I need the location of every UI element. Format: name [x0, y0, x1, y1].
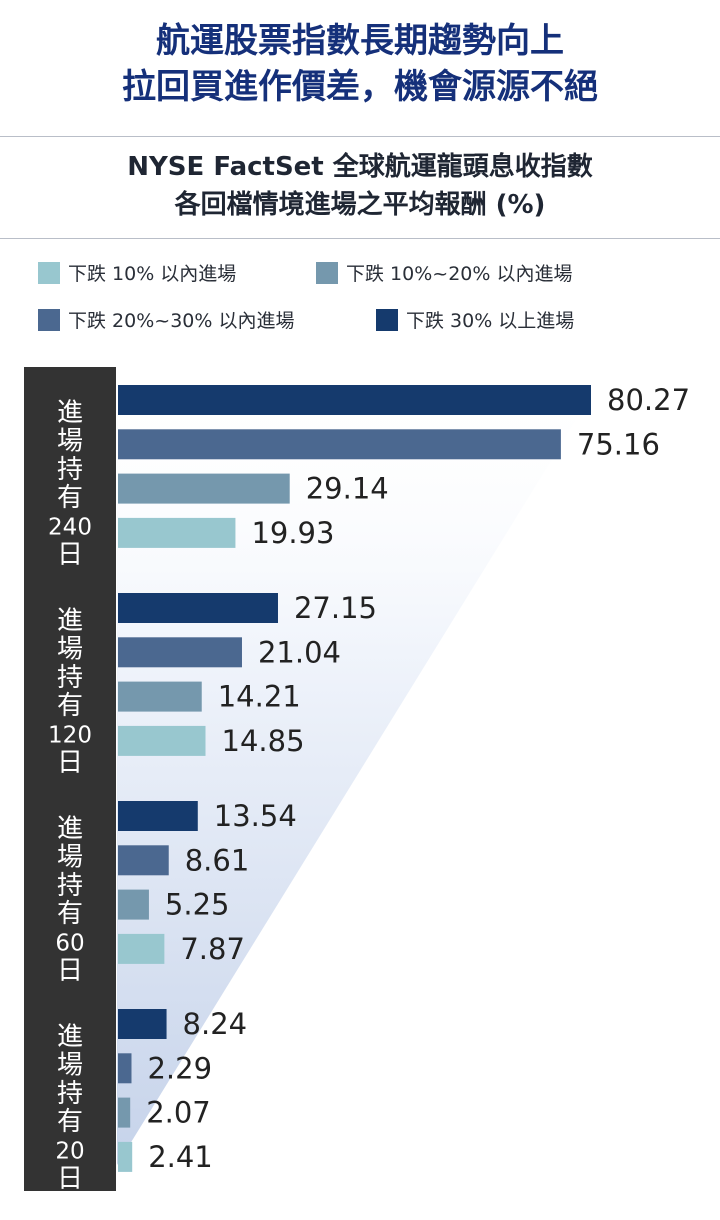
- bar-group-3-series-3: [118, 1009, 167, 1039]
- legend-item-series-1: 下跌 10%~20% 以內進場: [316, 261, 573, 286]
- group-label-0-part-4: 240: [48, 515, 92, 541]
- data-label-group-3-series-3: 8.24: [183, 1007, 248, 1041]
- group-label-1-part-5: 日: [57, 748, 83, 778]
- headline: 航運股票指數長期趨勢向上 拉回買進作價差，機會源源不絕: [0, 18, 720, 110]
- group-label-1-part-4: 120: [48, 723, 92, 749]
- legend-item-series-2: 下跌 20%~30% 以內進場: [38, 308, 295, 333]
- bar-group-3-series-1: [118, 1097, 131, 1128]
- legend-label-series-2: 下跌 20%~30% 以內進場: [68, 310, 295, 332]
- data-label-group-0-series-0: 19.93: [251, 516, 334, 550]
- group-label-1-part-2: 持: [57, 663, 83, 693]
- bar-group-1-series-1: [118, 681, 202, 712]
- group-label-1-part-1: 場: [57, 634, 83, 664]
- group-label-0-part-2: 持: [57, 455, 83, 485]
- data-label-group-1-series-2: 21.04: [258, 635, 341, 669]
- group-label-1-part-0: 進: [57, 606, 83, 636]
- group-label-2-part-0: 進: [57, 814, 83, 844]
- bars: 80.27 75.16 29.14 19.93 27.15 21.04 14.21 14.85…: [118, 383, 690, 1174]
- data-label-group-2-series-2: 8.61: [185, 843, 250, 877]
- group-label-1-part-3: 有: [57, 691, 83, 721]
- bar-group-2-series-2: [118, 845, 169, 876]
- group-label-3-part-3: 有: [57, 1107, 83, 1137]
- subtitle-divider: [0, 238, 720, 239]
- legend-item-series-3: 下跌 30% 以上進場: [376, 308, 575, 333]
- bar-group-2-series-3: [118, 801, 198, 831]
- legend-label-series-1: 下跌 10%~20% 以內進場: [346, 263, 573, 285]
- chart-title-line-1: NYSE FactSet 全球航運龍頭息收指數: [127, 152, 593, 182]
- group-label-2-part-4: 60: [55, 931, 84, 957]
- legend-item-series-0: 下跌 10% 以內進場: [38, 261, 237, 286]
- data-label-group-2-series-0: 7.87: [180, 932, 245, 966]
- group-label-3-part-2: 持: [57, 1079, 83, 1109]
- data-label-group-1-series-0: 14.85: [222, 724, 305, 758]
- data-label-group-3-series-2: 2.29: [147, 1051, 212, 1085]
- group-label-3-part-5: 日: [57, 1164, 83, 1194]
- legend-label-series-3: 下跌 30% 以上進場: [406, 310, 575, 332]
- bar-group-1-series-3: [118, 593, 278, 623]
- data-label-group-0-series-1: 29.14: [306, 472, 389, 506]
- data-label-group-1-series-3: 27.15: [294, 591, 377, 625]
- group-label-0-part-3: 有: [57, 483, 83, 513]
- group-label-2-part-1: 場: [57, 842, 83, 872]
- data-label-group-3-series-1: 2.07: [146, 1096, 211, 1130]
- data-label-group-0-series-3: 80.27: [607, 383, 690, 417]
- chart-title-line-2: 各回檔情境進場之平均報酬 (%): [174, 190, 546, 220]
- data-label-group-3-series-0: 2.41: [148, 1140, 213, 1174]
- bar-group-3-series-0: [118, 1141, 133, 1172]
- bar-group-0-series-0: [118, 517, 236, 548]
- data-label-group-2-series-3: 13.54: [214, 799, 297, 833]
- legend-swatch-series-2: [38, 308, 60, 331]
- legend-swatch-series-3: [376, 308, 398, 331]
- bar-group-2-series-1: [118, 889, 149, 920]
- bar-group-3-series-2: [118, 1053, 132, 1084]
- bar-group-1-series-2: [118, 637, 242, 668]
- group-label-2-part-2: 持: [57, 871, 83, 901]
- group-label-0-part-1: 場: [57, 426, 83, 456]
- group-label-panel: [24, 367, 116, 1191]
- top-divider: [0, 136, 720, 137]
- group-label-3-part-4: 20: [55, 1139, 84, 1165]
- group-label-0-part-0: 進: [57, 398, 83, 428]
- data-label-group-0-series-2: 75.16: [577, 427, 660, 461]
- group-label-3-part-1: 場: [57, 1050, 83, 1080]
- bar-group-0-series-3: [118, 385, 591, 415]
- group-label-3-part-0: 進: [57, 1022, 83, 1052]
- data-label-group-1-series-1: 14.21: [218, 680, 301, 714]
- group-label-0-part-5: 日: [57, 540, 83, 570]
- legend-label-series-0: 下跌 10% 以內進場: [68, 263, 237, 285]
- group-label-2-part-3: 有: [57, 899, 83, 929]
- headline-line-2: 拉回買進作價差，機會源源不絕: [122, 67, 598, 107]
- group-label-2-part-5: 日: [57, 956, 83, 986]
- bar-group-0-series-1: [118, 473, 290, 504]
- legend-swatch-series-0: [38, 261, 60, 284]
- headline-line-1: 航運股票指數長期趨勢向上: [156, 21, 564, 61]
- bar-group-0-series-2: [118, 429, 561, 460]
- bar-group-1-series-0: [118, 725, 206, 756]
- chart-title: NYSE FactSet 全球航運龍頭息收指數 各回檔情境進場之平均報酬 (%): [0, 148, 720, 224]
- legend-swatch-series-1: [316, 261, 338, 284]
- background-wedge: [117, 375, 604, 1165]
- bar-group-2-series-0: [118, 933, 165, 964]
- data-label-group-2-series-1: 5.25: [165, 888, 230, 922]
